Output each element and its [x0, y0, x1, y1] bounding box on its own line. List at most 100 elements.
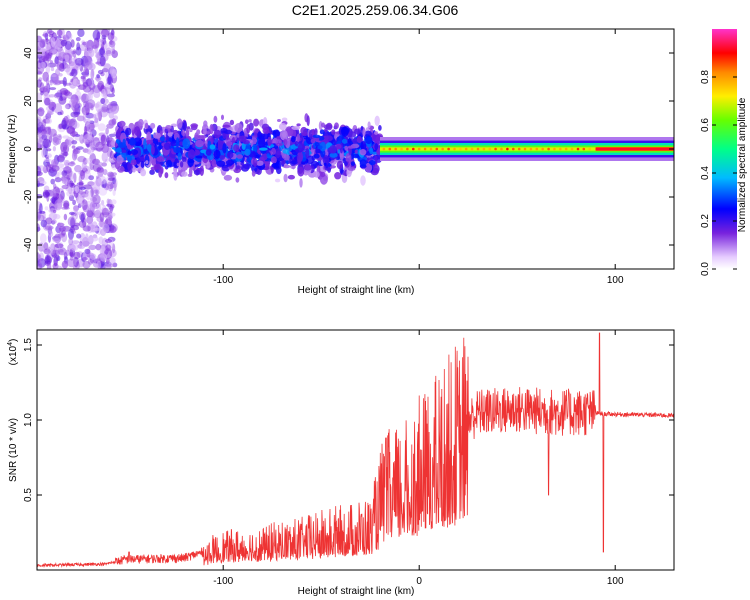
heatmap-cell [400, 147, 403, 151]
heatmap-cell [291, 125, 301, 130]
heatmap-cell [429, 147, 433, 151]
heatmap-cell [222, 124, 231, 128]
heatmap-cell [66, 118, 76, 127]
heatmap-cell [37, 79, 42, 88]
spectrogram-panel: -100 100 -40 -20 0 20 40 Height of straight li… [7, 28, 675, 296]
heatmap-cell [90, 253, 97, 261]
heatmap-cell [111, 212, 116, 217]
heatmap-cell [46, 153, 52, 158]
heatmap-cell [199, 165, 204, 176]
heatmap-cell [122, 161, 127, 166]
heatmap-cell [86, 99, 96, 109]
heatmap-cell [344, 145, 349, 151]
heatmap-cell [313, 171, 320, 178]
heatmap-cell [99, 252, 106, 258]
heatmap-cell [73, 191, 77, 195]
heatmap-cell [271, 163, 278, 168]
heatmap-cell [206, 161, 211, 169]
heatmap-cell [81, 257, 88, 261]
heatmap-cell [341, 138, 348, 144]
colorbar: 0.0 0.2 0.4 0.6 0.8 Normalized spectral ampl… [700, 29, 748, 276]
heatmap-cell [323, 162, 327, 166]
heatmap-cell [52, 193, 57, 198]
heatmap-cell [282, 149, 289, 154]
heatmap-cell [360, 175, 366, 186]
heatmap-cell [83, 118, 91, 124]
heatmap-cell [100, 106, 109, 113]
heatmap-cell [317, 145, 323, 150]
heatmap-cell [47, 246, 51, 254]
heatmap-band [380, 147, 674, 151]
heatmap-cell [321, 122, 325, 128]
heatmap-cell [63, 202, 70, 210]
heatmap-cell [95, 243, 102, 251]
heatmap-cell [205, 149, 212, 156]
heatmap-cell [365, 135, 373, 145]
heatmap-cell [70, 224, 80, 231]
colorbar-ticks: 0.0 0.2 0.4 0.6 0.8 [700, 70, 737, 276]
heatmap-cell [49, 79, 53, 86]
heatmap-cell [297, 166, 305, 177]
heatmap-cell [260, 133, 270, 140]
heatmap-cell [114, 148, 122, 153]
heatmap-cell [102, 30, 106, 36]
heatmap-cell [160, 168, 164, 175]
heatmap-cell [37, 194, 43, 199]
heatmap-cell [182, 138, 191, 150]
heatmap-cell [253, 118, 260, 127]
heatmap-cell [245, 119, 249, 124]
heatmap-cell [176, 162, 180, 167]
heatmap-cell [382, 147, 386, 151]
heatmap-cell [281, 117, 288, 122]
heatmap-cell [145, 160, 149, 165]
heatmap-cell [89, 113, 97, 119]
heatmap-cell [195, 155, 203, 159]
heatmap-cell [319, 141, 327, 152]
heatmap-cell [185, 128, 190, 138]
heatmap-cell [37, 109, 45, 114]
heatmap-cell [102, 169, 108, 176]
heatmap-cell [325, 122, 333, 131]
heatmap-cell [494, 147, 497, 151]
heatmap-cell [156, 156, 165, 162]
snr-ytick-label: 1.5 [23, 338, 34, 352]
heatmap-cell [165, 125, 172, 130]
heatmap-cell [49, 60, 53, 64]
heatmap-cell [42, 138, 51, 149]
heatmap-cell [233, 144, 240, 152]
heatmap-cell [320, 149, 326, 158]
heatmap-cell [179, 141, 184, 146]
heatmap-cell [112, 189, 116, 196]
heatmap-cell [441, 147, 445, 151]
heatmap-cell [69, 72, 74, 77]
heatmap-cell [67, 162, 76, 166]
heatmap-cell [211, 158, 217, 168]
heatmap-cell [181, 130, 186, 136]
heatmap-cell [125, 127, 132, 136]
heatmap-cell [96, 51, 101, 61]
heatmap-cell [159, 136, 165, 142]
heatmap-cell [41, 148, 46, 158]
heatmap-cell [62, 76, 67, 87]
heatmap-cell [277, 119, 281, 122]
heatmap-cell [181, 171, 188, 177]
heatmap-cell [72, 199, 76, 206]
heatmap-cell [68, 237, 74, 246]
heatmap-cell [267, 136, 272, 147]
heatmap-cell [128, 137, 136, 146]
heatmap-cell [86, 209, 93, 218]
heatmap-cell [347, 167, 356, 171]
heatmap-cell [322, 155, 330, 166]
heatmap-cell [86, 149, 92, 155]
heatmap-cell [111, 199, 117, 205]
heatmap-cell [217, 139, 223, 145]
heatmap-cell [209, 124, 214, 135]
heatmap-cell [85, 78, 93, 87]
heatmap-cell [280, 129, 288, 141]
heatmap-cell [234, 123, 243, 133]
heatmap-cell [112, 172, 117, 176]
svg-text:(x104): (x104) [7, 339, 19, 366]
heatmap-cell [362, 128, 366, 137]
heatmap-cell [64, 54, 70, 62]
heatmap-cell [364, 162, 373, 173]
